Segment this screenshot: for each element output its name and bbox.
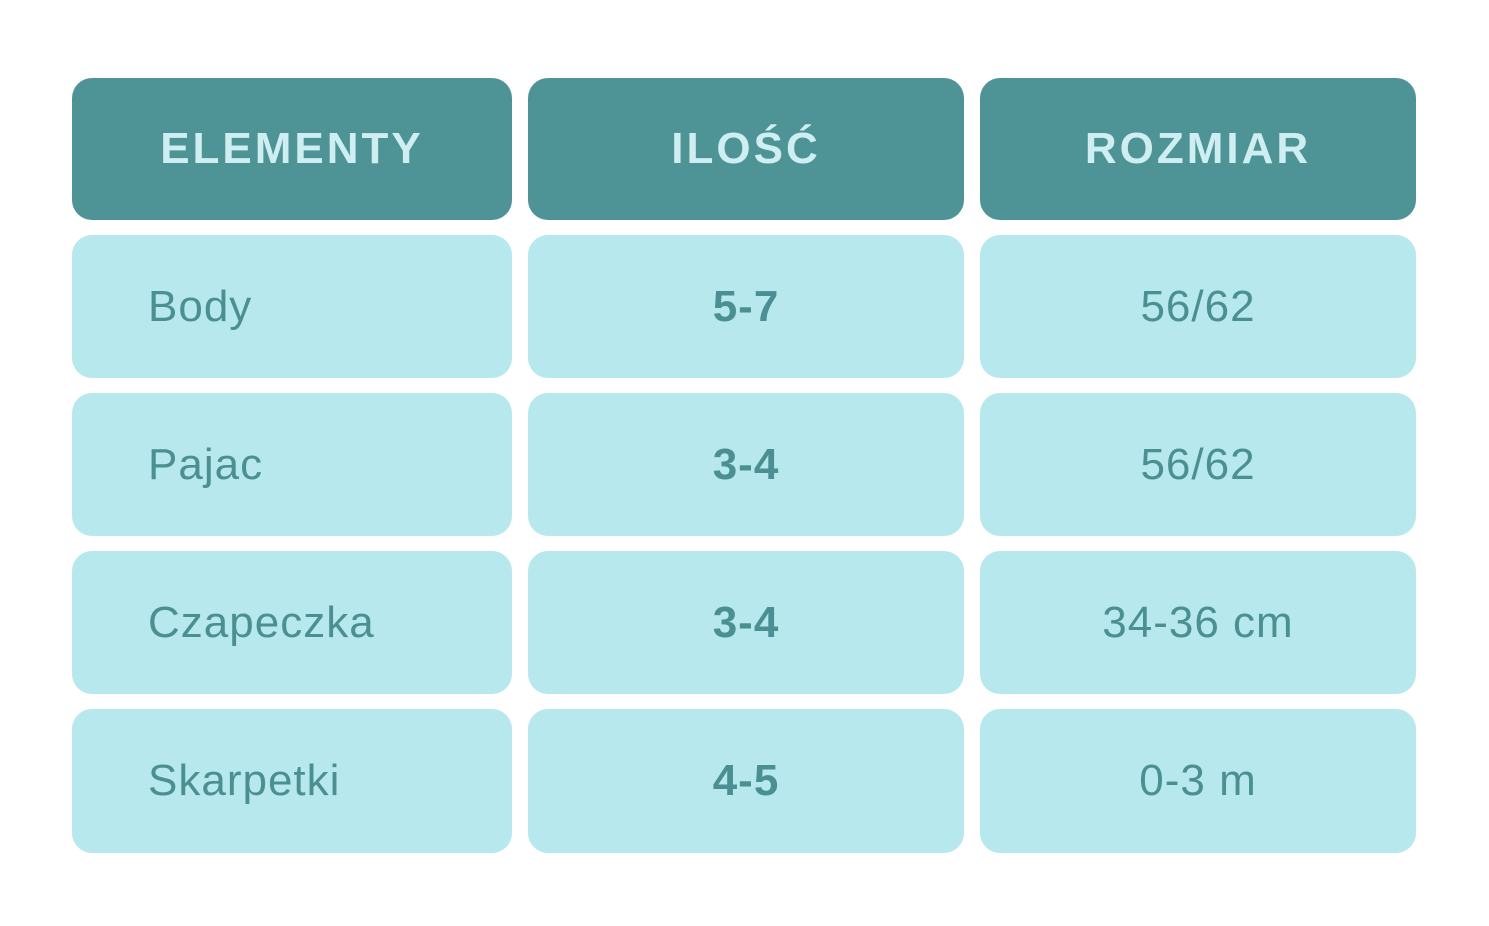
column-header-ilosc: ILOŚĆ: [528, 78, 964, 220]
size-cell: 56/62: [980, 393, 1416, 536]
item-name-cell: Body: [72, 235, 512, 378]
size-cell: 34-36 cm: [980, 551, 1416, 694]
column-header-elementy: ELEMENTY: [72, 78, 512, 220]
layette-table: ELEMENTY ILOŚĆ ROZMIAR Body 5-7 56/62 Pa…: [72, 78, 1416, 853]
quantity-cell: 3-4: [528, 551, 964, 694]
size-cell: 0-3 m: [980, 709, 1416, 853]
quantity-cell: 4-5: [528, 709, 964, 853]
quantity-cell: 3-4: [528, 393, 964, 536]
item-name-cell: Czapeczka: [72, 551, 512, 694]
size-cell: 56/62: [980, 235, 1416, 378]
item-name-cell: Pajac: [72, 393, 512, 536]
column-header-rozmiar: ROZMIAR: [980, 78, 1416, 220]
item-name-cell: Skarpetki: [72, 709, 512, 853]
quantity-cell: 5-7: [528, 235, 964, 378]
